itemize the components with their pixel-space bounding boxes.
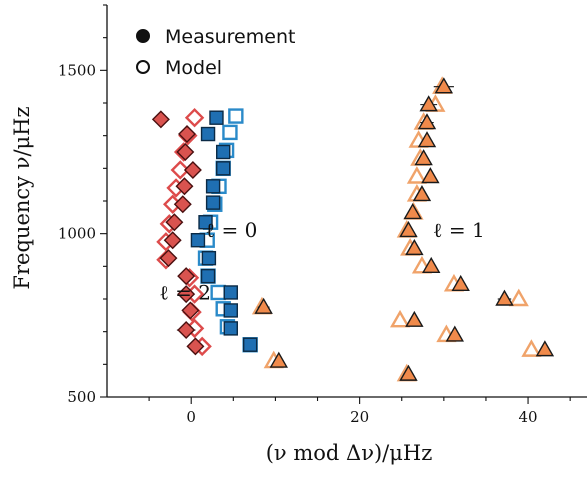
data-point-l1-measurement (405, 238, 424, 256)
data-point-l1-measurement (417, 131, 437, 148)
data-point-l0-measurement (205, 195, 221, 210)
text-layer: (ν mod Δν)/μHz Frequency ν/μHz 0 20 40 500 1… (10, 61, 538, 465)
data-point-l2-measurement (163, 231, 182, 250)
legend-label: Measurement (165, 26, 295, 48)
data-point-l2-measurement (177, 321, 196, 340)
x-tick-label: 20 (350, 408, 369, 426)
data-point-l1-model (508, 288, 529, 307)
data-point-l1-measurement (399, 220, 418, 238)
data-point-l1-measurement (451, 274, 470, 291)
data-point-l1-measurement (414, 149, 433, 166)
data-point-l1-measurement (269, 351, 288, 368)
legend-marker-model (136, 60, 150, 74)
data-point-l2-measurement (176, 143, 195, 161)
data-point-l1-measurement (421, 167, 440, 184)
data-point-l1-measurement (535, 340, 555, 357)
data-point-l2-measurement (173, 195, 192, 214)
data-point-l1-measurement (254, 297, 273, 314)
data-point-l1-model (521, 339, 542, 357)
degree-annotation: ℓ = 2 (159, 281, 211, 305)
data-point-l1-model (406, 166, 427, 184)
data-point-l1-measurement (445, 325, 464, 342)
y-axis-label: Frequency ν/μHz (10, 106, 34, 289)
axes-layer (100, 4, 587, 404)
y-tick-label: 1500 (58, 61, 96, 79)
legend-marker-measurement (136, 29, 150, 43)
data-point-l2-measurement (165, 213, 184, 232)
legend-label: Model (165, 57, 222, 79)
data-point-l0-measurement (200, 268, 216, 284)
data-point-l0-measurement (190, 232, 206, 248)
data-point-l1-measurement (412, 185, 432, 202)
data-point-l0-measurement (200, 126, 216, 142)
data-point-l1-measurement (403, 203, 422, 220)
data-point-l0-measurement (223, 303, 238, 318)
data-point-l1-measurement (405, 310, 424, 327)
data-point-l2-measurement (177, 285, 196, 304)
x-axis-label: (ν mod Δν)/μHz (266, 441, 433, 465)
data-point-l0-model (222, 124, 238, 141)
y-tick-label: 1000 (58, 225, 96, 243)
data-point-l0-model (228, 108, 244, 124)
x-tick-label: 40 (519, 408, 538, 426)
data-point-l0-measurement (209, 110, 224, 125)
data-point-l2-measurement (159, 249, 178, 268)
data-point-l1-measurement (419, 95, 438, 112)
data-point-l1-measurement (434, 77, 454, 94)
data-point-l1-measurement (417, 113, 437, 130)
data-point-l2-measurement (183, 160, 202, 179)
data-point-l2-model (184, 108, 205, 128)
data-point-l0-measurement (198, 215, 213, 230)
data-point-l0-measurement (223, 321, 238, 336)
data-point-l0-measurement (223, 285, 238, 300)
series-l1-measurement (254, 77, 555, 381)
data-point-l0-measurement (242, 337, 258, 352)
series-l0-measurement (190, 110, 258, 352)
data-point-l2-measurement (151, 110, 170, 129)
data-point-l2-model (170, 160, 190, 180)
data-point-l2-measurement (178, 125, 196, 144)
series-l2-measurement (151, 110, 205, 356)
data-point-l2-measurement (186, 337, 205, 356)
data-point-l2-measurement (175, 177, 194, 196)
data-point-l1-measurement (495, 289, 514, 306)
data-point-l0-measurement (216, 161, 231, 176)
data-point-l1-measurement (422, 256, 441, 274)
data-point-l1-model (389, 309, 411, 328)
legend: Measurement Model (136, 26, 295, 79)
series-l1-model (251, 76, 542, 382)
data-point-l0-model (210, 284, 226, 301)
data-point-l1-measurement (399, 364, 418, 381)
degree-annotation: ℓ = 1 (433, 218, 485, 242)
data-point-l0-measurement (216, 144, 231, 160)
degree-annotation: ℓ = 0 (206, 218, 258, 242)
data-point-l0-measurement (205, 179, 221, 194)
data-layer: Measurement Model (136, 26, 555, 382)
y-tick-label: 500 (67, 388, 96, 406)
data-point-l2-measurement (177, 267, 196, 286)
data-point-l2-measurement (181, 301, 200, 320)
x-tick-label: 0 (186, 408, 196, 426)
data-point-l0-measurement (201, 250, 217, 266)
